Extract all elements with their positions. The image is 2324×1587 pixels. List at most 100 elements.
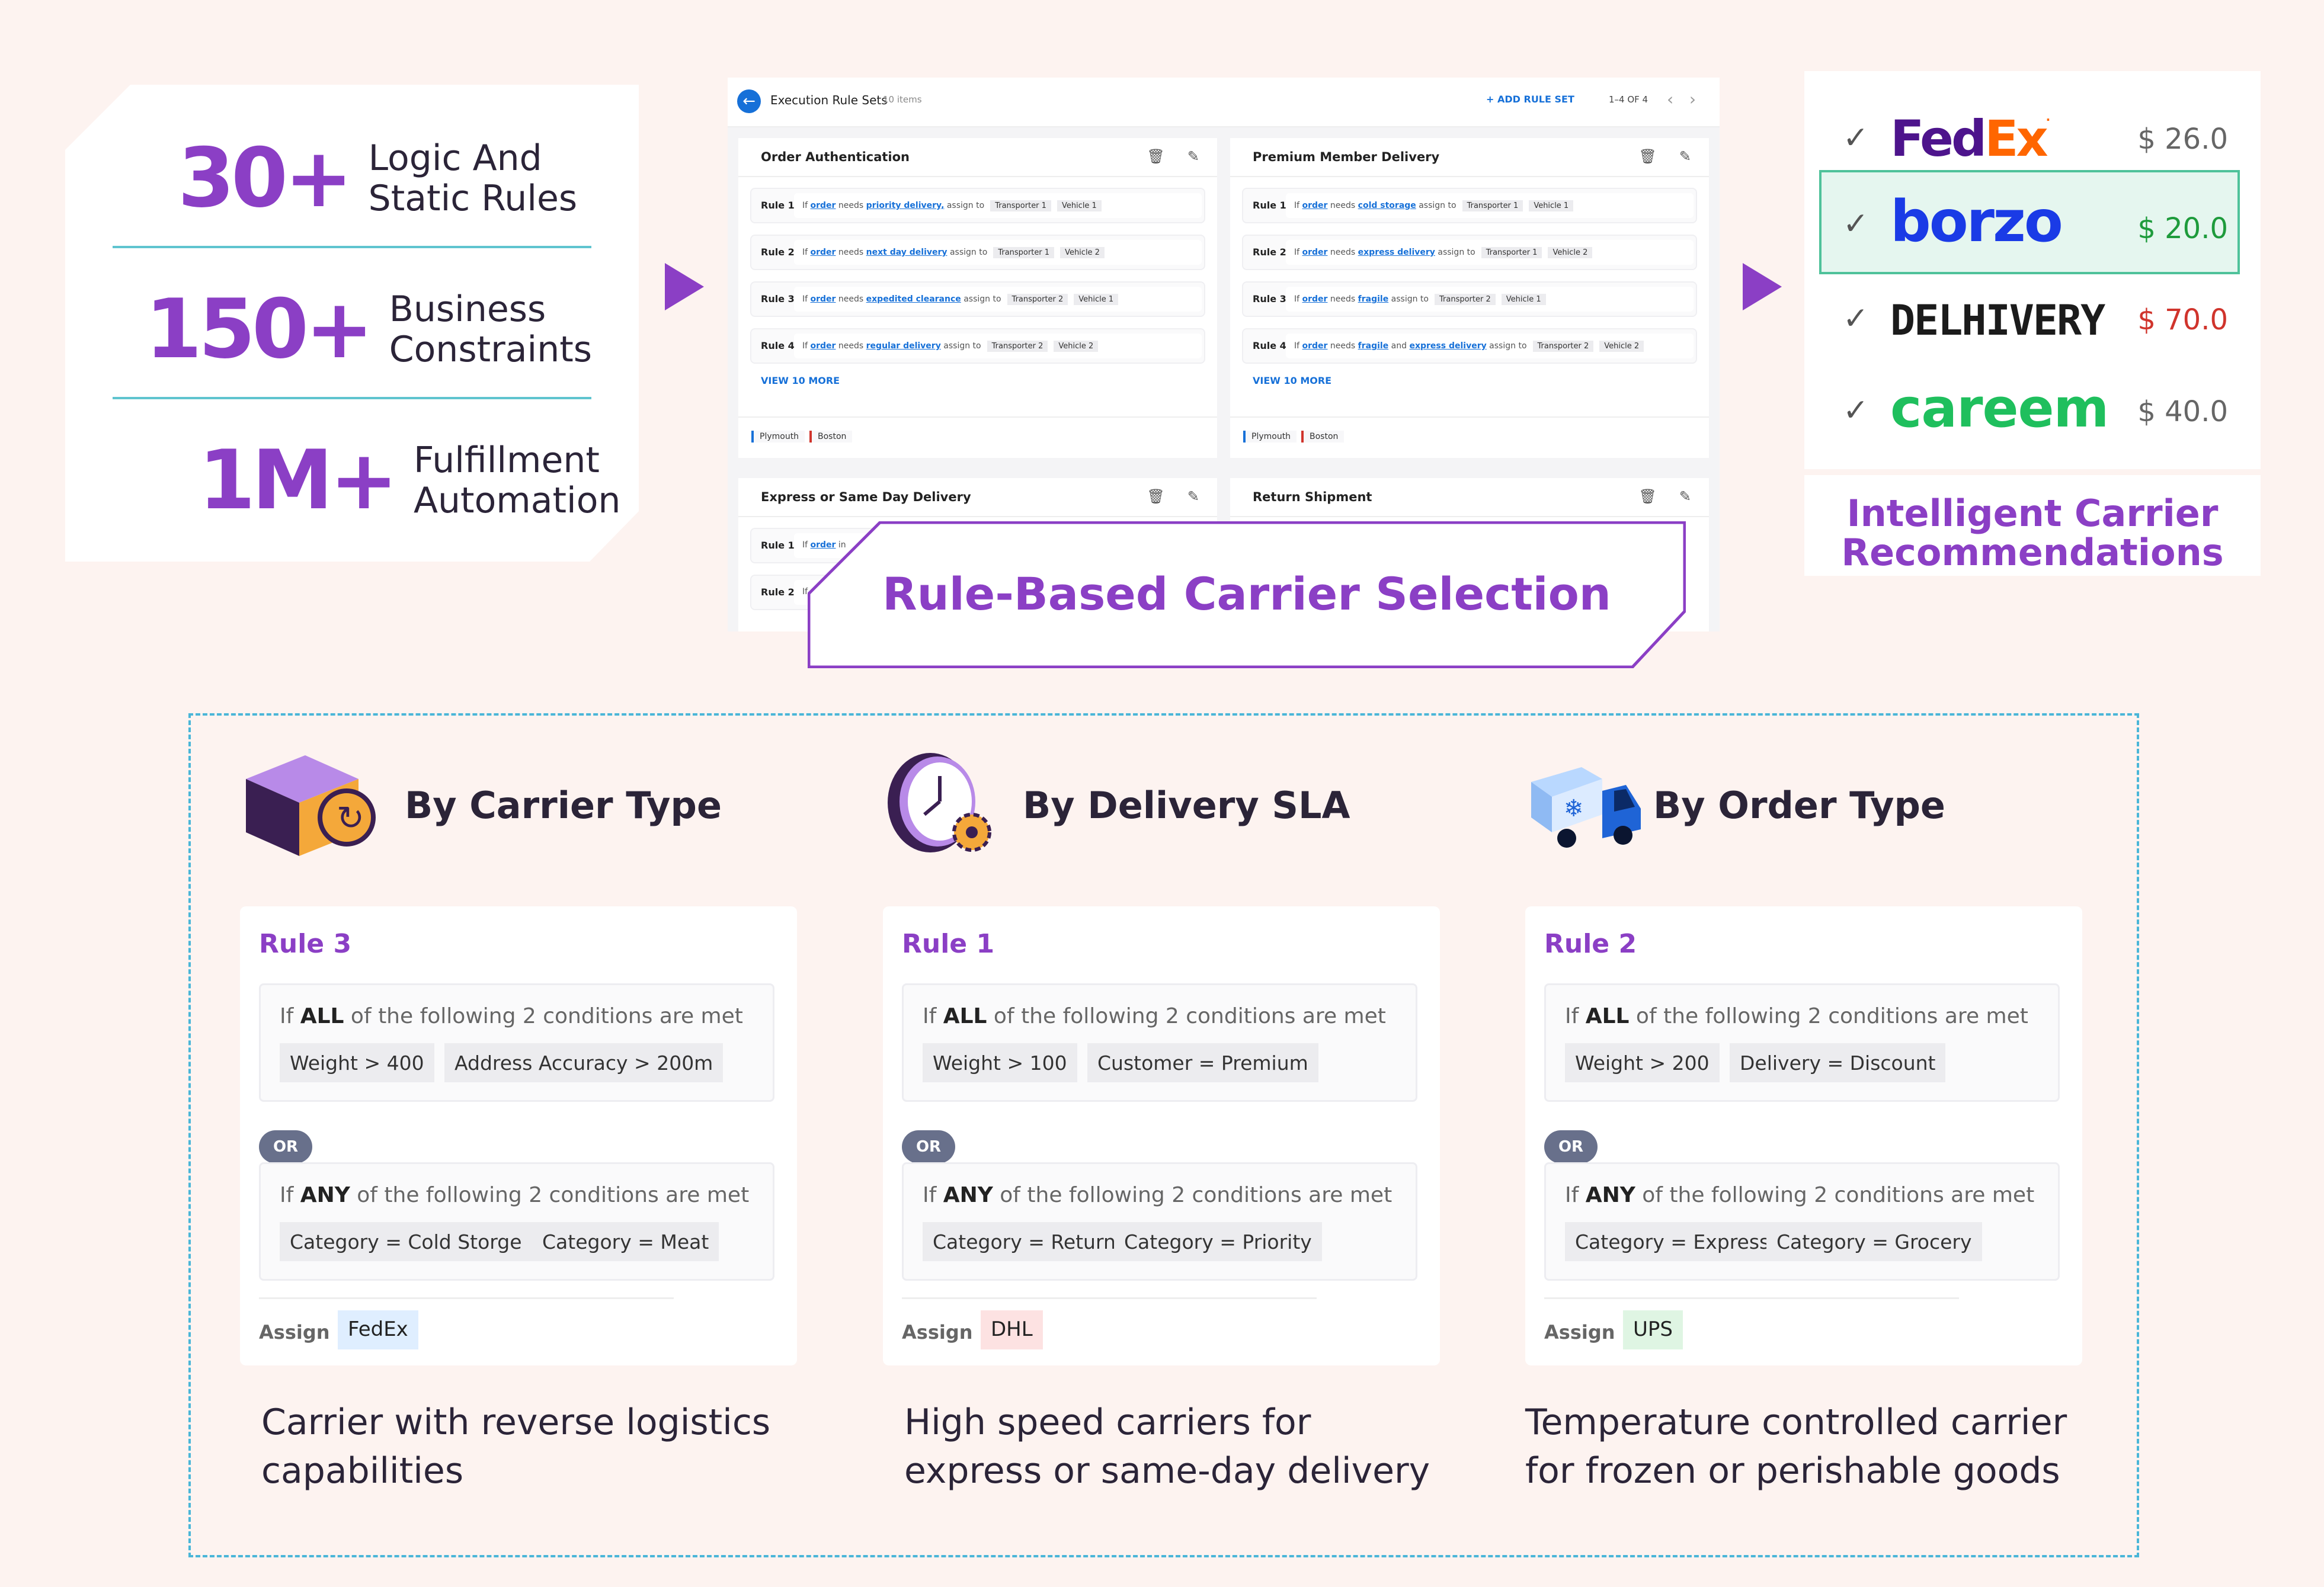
condition-chip[interactable]: Weight > 200: [1565, 1043, 1720, 1082]
condition-chip[interactable]: Weight > 400: [280, 1043, 434, 1082]
edit-icon[interactable]: ✎: [1679, 148, 1691, 165]
intelligent-recommendations-label: Intelligent Carrier Recommendations: [1804, 475, 2261, 576]
box-return-icon: ↻: [246, 755, 376, 856]
rule-row[interactable]: Rule 2 If order needs next day delivery a…: [750, 235, 1205, 270]
all-conditions-block: If ALL of the following 2 conditions are…: [259, 983, 774, 1102]
trash-icon[interactable]: 🗑: [1147, 488, 1165, 505]
stat-number: 30+: [178, 130, 353, 226]
conditions-header: If ANY of the following 2 conditions are…: [1565, 1183, 2035, 1207]
column-header: By Delivery SLA: [883, 735, 1440, 859]
stat-automation: 1M+ Fulfillment Automation: [113, 405, 620, 556]
conditions-header: If ALL of the following 2 conditions are…: [280, 1004, 743, 1028]
stat-number: 1M+: [199, 432, 398, 528]
assigned-carrier-badge[interactable]: FedEx: [338, 1310, 418, 1349]
condition-chip[interactable]: Weight > 100: [923, 1043, 1077, 1082]
carrier-row[interactable]: ✓ careem $ 40.0: [1804, 364, 2261, 453]
svg-text:↻: ↻: [337, 799, 364, 838]
carrier-row[interactable]: ✓ DELHIVERY $ 70.0: [1804, 272, 2261, 361]
rule-row[interactable]: Rule 2 If order needs express delivery as…: [1242, 235, 1697, 270]
column-header: ↻ By Carrier Type: [240, 735, 797, 859]
stat-label: Business Constraints: [389, 288, 593, 370]
rule-set-name: Express or Same Day Delivery: [761, 490, 971, 504]
rule-row[interactable]: Rule 1 If order needs cold storage assign…: [1242, 188, 1697, 223]
arrow-right-icon: [1743, 263, 1782, 310]
divider: [113, 397, 591, 399]
carrier-price: $ 40.0: [2137, 395, 2228, 428]
assign-label: Assign: [902, 1321, 973, 1344]
trash-icon[interactable]: 🗑: [1147, 148, 1165, 165]
stat-number: 150+: [145, 281, 374, 377]
assign-label: Assign: [1544, 1321, 1615, 1344]
assigned-carrier-badge[interactable]: UPS: [1623, 1310, 1683, 1349]
rule-set-name: Order Authentication: [761, 150, 910, 164]
add-rule-set-button[interactable]: + ADD RULE SET: [1486, 94, 1574, 105]
condition-chip[interactable]: Category = Grocery: [1766, 1222, 1982, 1261]
check-icon: ✓: [1843, 393, 1869, 428]
assigned-carrier-badge[interactable]: DHL: [981, 1310, 1043, 1349]
condition-chip[interactable]: Address Accuracy > 200m: [444, 1043, 724, 1082]
check-icon: ✓: [1843, 120, 1869, 156]
rule-number: Rule 1: [902, 929, 995, 959]
condition-chip[interactable]: Customer = Premium: [1087, 1043, 1318, 1082]
carrier-price: $ 26.0: [2137, 123, 2228, 156]
rule-row[interactable]: Rule 4 If order needs regular delivery as…: [750, 328, 1205, 364]
edit-icon[interactable]: ✎: [1187, 148, 1199, 165]
all-conditions-block: If ALL of the following 2 conditions are…: [1544, 983, 2060, 1102]
or-pill: OR: [259, 1130, 312, 1163]
carrier-row[interactable]: ✓ borzo $ 20.0: [1804, 178, 2261, 267]
condition-chip[interactable]: Category = Return: [923, 1222, 1126, 1261]
back-arrow-icon[interactable]: ←: [737, 89, 761, 113]
location-tag: Boston: [809, 431, 853, 443]
condition-chip[interactable]: Category = Cold Storge: [280, 1222, 532, 1261]
chevron-left-icon[interactable]: ‹: [1667, 89, 1674, 109]
conditions-header: If ALL of the following 2 conditions are…: [923, 1004, 1386, 1028]
carrier-row[interactable]: ✓ FedEx. $ 26.0: [1804, 92, 2261, 181]
location-tag: Boston: [1301, 431, 1345, 443]
any-conditions-block: If ANY of the following 2 conditions are…: [259, 1162, 774, 1281]
rule-row[interactable]: Rule 4 If order needs fragile and express…: [1242, 328, 1697, 364]
stat-label: Logic And Static Rules: [368, 137, 578, 219]
execution-rule-sets-panel: ← Execution Rule Sets 10 items + ADD RUL…: [728, 78, 1720, 631]
stats-panel: 30+ Logic And Static Rules 150+ Business C…: [65, 85, 639, 562]
condition-chip[interactable]: Category = Meat: [532, 1222, 719, 1261]
or-pill: OR: [902, 1130, 955, 1163]
borzo-logo: borzo: [1890, 188, 2063, 255]
rule-set-card[interactable]: Premium Member Delivery 🗑 ✎ Rule 1 If ord…: [1230, 138, 1709, 458]
condition-chip[interactable]: Delivery = Discount: [1730, 1043, 1946, 1082]
edit-icon[interactable]: ✎: [1679, 488, 1691, 505]
view-more-link[interactable]: VIEW 10 MORE: [761, 375, 840, 386]
location-tag: Plymouth: [751, 431, 805, 443]
overlay-frame: [808, 521, 1686, 668]
svg-text:❄: ❄: [1564, 795, 1584, 822]
rule-number: Rule 3: [259, 929, 352, 959]
card-footer: Plymouth Boston: [738, 416, 1217, 458]
rule-based-carrier-selection-title: Rule-Based Carrier Selection: [882, 568, 1611, 620]
condition-chip[interactable]: Category = Express: [1565, 1222, 1780, 1261]
conditions-header: If ANY of the following 2 conditions are…: [280, 1183, 750, 1207]
condition-chip[interactable]: Category = Priority: [1114, 1222, 1322, 1261]
edit-icon[interactable]: ✎: [1187, 488, 1199, 505]
arrow-right-icon: [665, 263, 704, 310]
rule-set-card[interactable]: Order Authentication 🗑 ✎ Rule 1 If order …: [738, 138, 1217, 458]
trash-icon[interactable]: 🗑: [1638, 488, 1657, 505]
chevron-right-icon[interactable]: ›: [1689, 89, 1696, 109]
card-footer: Plymouth Boston: [1230, 416, 1709, 458]
rule-examples-section: [188, 713, 2139, 1557]
pagination-arrows[interactable]: ‹ ›: [1667, 89, 1696, 109]
trash-icon[interactable]: 🗑: [1638, 148, 1657, 165]
all-conditions-block: If ALL of the following 2 conditions are…: [902, 983, 1417, 1102]
rule-row[interactable]: Rule 1 If order needs priority delivery, …: [750, 188, 1205, 223]
selected-carrier-highlight: [1819, 170, 2240, 274]
panel-title: Execution Rule Sets: [770, 93, 888, 107]
check-icon: ✓: [1843, 301, 1869, 336]
rule-set-name: Premium Member Delivery: [1253, 150, 1440, 164]
column-title: By Delivery SLA: [1023, 784, 1350, 827]
check-icon: ✓: [1843, 206, 1869, 242]
any-conditions-block: If ANY of the following 2 conditions are…: [902, 1162, 1417, 1281]
item-count: 10 items: [883, 94, 922, 105]
refrigerated-truck-icon: ❄: [1531, 767, 1641, 848]
rule-row[interactable]: Rule 3 If order needs expedited clearance…: [750, 281, 1205, 317]
rule-row[interactable]: Rule 3 If order needs fragile assign to Tr…: [1242, 281, 1697, 317]
view-more-link[interactable]: VIEW 10 MORE: [1253, 375, 1332, 386]
column-description: Temperature controlled carrier for frozen…: [1525, 1402, 2067, 1492]
